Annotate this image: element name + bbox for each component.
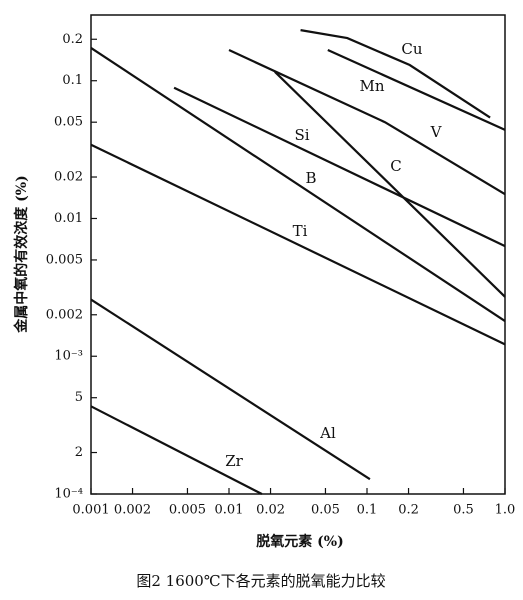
line [90, 298, 371, 481]
y-tick-label: 2 [75, 445, 83, 460]
line [90, 405, 263, 495]
y-tick-label: 10⁻³ [54, 349, 83, 364]
line [300, 29, 491, 119]
x-tick-label: 0.005 [169, 503, 206, 518]
y-tick-label: 0.05 [54, 115, 83, 130]
y-tick-label: 0.01 [54, 211, 83, 226]
line [90, 47, 506, 322]
line-label: C [390, 157, 401, 175]
line [274, 71, 506, 298]
y-tick-label: 10⁻⁴ [54, 487, 83, 502]
x-tick-label: 0.2 [398, 503, 419, 518]
line-label: V [430, 123, 443, 141]
line [228, 49, 506, 196]
x-axis-label: 脱氧元素 (%) [256, 533, 343, 550]
y-tick-label: 0.005 [46, 252, 83, 267]
plot-frame [90, 14, 506, 495]
x-tick-label: 0.002 [114, 503, 151, 518]
x-tick-label: 0.5 [453, 503, 474, 518]
x-tick-label: 0.01 [215, 503, 244, 518]
y-tick-label: 0.2 [62, 32, 83, 47]
y-axis-label: 金属中氧的有效浓度 (%) [13, 175, 30, 333]
caption: 图2 1600℃下各元素的脱氧能力比较 [136, 572, 385, 590]
x-tick-label: 0.05 [311, 503, 340, 518]
line-label: Mn [359, 77, 384, 95]
y-tick-label: 0.1 [62, 73, 83, 88]
x-tick-label: 1.0 [495, 503, 516, 518]
line-label: B [305, 169, 316, 187]
y-tick-label: 0.02 [54, 170, 83, 185]
x-tick-label: 0.02 [256, 503, 285, 518]
line [173, 86, 506, 248]
line-label: Zr [225, 452, 243, 470]
line-label: Si [294, 126, 309, 144]
line-label: Ti [293, 222, 308, 240]
y-tick-label: 0.002 [46, 307, 83, 322]
line [90, 143, 506, 346]
line [327, 49, 506, 131]
line-label: Al [319, 424, 336, 442]
x-tick-label: 0.001 [72, 503, 109, 518]
line-label: Cu [401, 40, 422, 58]
x-tick-label: 0.1 [357, 503, 378, 518]
y-tick-label: 5 [75, 390, 83, 405]
